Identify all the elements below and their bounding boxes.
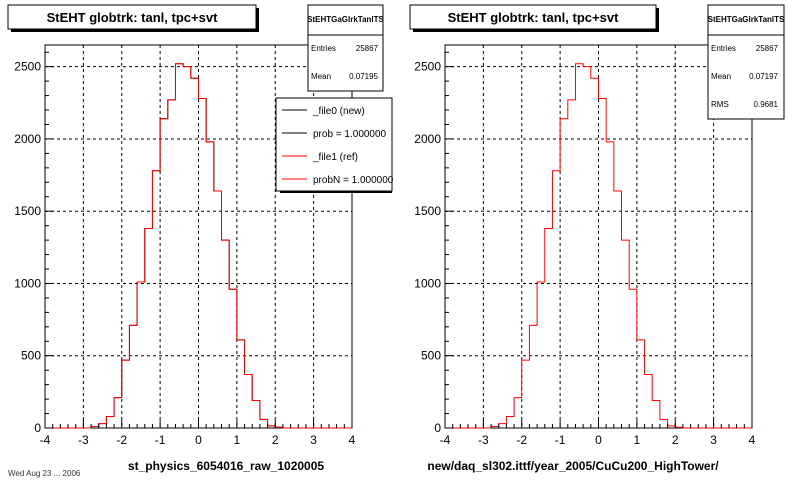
right-x-tick-label: 4: [749, 433, 756, 447]
left-title-shadow-bottom: [11, 29, 259, 32]
right-stats-box: StEHTGaGlrkTanlTS Entries 25867 Mean 0.0…: [707, 4, 785, 120]
right-x-tick-label: 1: [634, 433, 641, 447]
right-y-tick-label: 2500: [414, 60, 441, 74]
left-title: StEHT globtrk: tanl, tpc+svt: [47, 10, 218, 25]
right-stats-frame: [707, 4, 785, 120]
right-title-shadow: [656, 8, 659, 32]
right-x-tick-label: -4: [440, 433, 451, 447]
right-y-tick-label: 1000: [414, 276, 441, 290]
right-title: StEHT globtrk: tanl, tpc+svt: [448, 10, 619, 25]
right-stats-value-entries: 25867: [756, 44, 779, 53]
right-y-tick-label: 0: [434, 421, 441, 435]
right-stats-name: StEHTGaGlrkTanlTS: [708, 15, 785, 24]
left-stats-frame: [307, 4, 384, 92]
left-x-tick-label: -2: [116, 433, 127, 447]
right-y-tick-label: 500: [421, 349, 441, 363]
left-legend: _file0 (new) prob = 1.000000 _file1 (ref…: [275, 97, 394, 193]
right-stats-label-entries: Entries: [711, 44, 736, 53]
left-title-box: [7, 4, 257, 30]
left-stats-box: StEHTGaGlrkTanlTS Entries 25867 Mean 0.0…: [307, 4, 385, 92]
left-y-tick-label: 2000: [14, 132, 41, 146]
right-x-tick-label: 3: [710, 433, 717, 447]
right-title-box: [409, 4, 657, 30]
left-x-tick-label: 4: [349, 433, 356, 447]
left-x-tick-label: -4: [40, 433, 51, 447]
right-stats-label-rms: RMS: [711, 100, 729, 109]
right-xlabel: new/daq_sl302.ittf/year_2005/CuCu200_Hig…: [427, 459, 719, 473]
left-y-tick-label: 0: [34, 421, 41, 435]
left-y-tick-label: 1000: [14, 276, 41, 290]
left-x-tick-label: -3: [78, 433, 89, 447]
left-title-shadow: [256, 8, 259, 32]
left-x-tick-label: -1: [155, 433, 166, 447]
legend-label-probn: probN = 1.000000: [313, 175, 394, 186]
left-x-tick-label: 2: [272, 433, 279, 447]
right-stats-value-rms: 0.9681: [754, 100, 779, 109]
right-x-tick-label: 0: [595, 433, 602, 447]
right-x-tick-label: -1: [555, 433, 566, 447]
left-x-tick-label: 3: [310, 433, 317, 447]
left-y-tick-label: 1500: [14, 204, 41, 218]
right-grid: [445, 45, 752, 428]
left-stats-label-mean: Mean: [311, 72, 331, 81]
left-stats-label-entries: Entries: [311, 44, 336, 53]
left-stats-name: StEHTGaGlrkTanlTS: [307, 15, 384, 24]
footer-date: Wed Aug 23 ... 2006: [8, 469, 81, 478]
right-x-tick-label: -2: [516, 433, 527, 447]
left-y-tick-label: 500: [21, 349, 41, 363]
legend-label-file1: _file1 (ref): [312, 152, 358, 163]
right-stats-label-mean: Mean: [711, 72, 731, 81]
right-pad: StEHT globtrk: tanl, tpc+svt -4 -3 -2 -1 0 1 2…: [409, 4, 785, 473]
left-legend-frame: [275, 97, 393, 192]
legend-label-file0: _file0 (new): [312, 106, 365, 117]
legend-label-prob: prob = 1.000000: [313, 129, 387, 140]
right-x-tick-label: 2: [672, 433, 679, 447]
right-y-tick-label: 2000: [414, 132, 441, 146]
right-axes: -4 -3 -2 -1 0 1 2 3 4 0 500 1000 1500 2000 2500: [414, 51, 756, 447]
right-stats-value-mean: 0.07197: [749, 72, 778, 81]
left-stats-value-mean: 0.07195: [349, 72, 378, 81]
left-xlabel: st_physics_6054016_raw_1020005: [128, 459, 324, 473]
left-pad: StEHT globtrk: tanl, tpc+svt -4 -3 -2 -1 0 1 2…: [7, 4, 394, 473]
right-x-tick-label: -3: [478, 433, 489, 447]
left-x-tick-label: 0: [195, 433, 202, 447]
left-axes: -4 -3 -2 -1 0 1 2 3 4 0 500 1000 1500 2000 2500: [14, 51, 356, 447]
left-x-tick-label: 1: [234, 433, 241, 447]
right-y-tick-label: 1500: [414, 204, 441, 218]
left-y-tick-label: 2500: [14, 60, 41, 74]
right-title-shadow-bottom: [413, 29, 659, 32]
left-stats-value-entries: 25867: [356, 44, 379, 53]
